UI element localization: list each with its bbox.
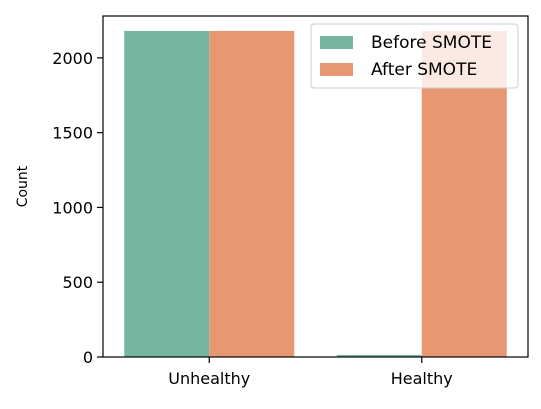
legend: Before SMOTE After SMOTE: [310, 23, 519, 89]
legend-label: Before SMOTE: [371, 33, 492, 53]
y-tick-label: 2000: [52, 49, 93, 68]
legend-label: After SMOTE: [371, 60, 477, 80]
axes-layer: 0 500 1000 1500 2000 Unhealthy Healthy Count: [15, 15, 529, 388]
legend-swatch: [320, 36, 353, 49]
bar-before-smote-unhealthy: [124, 30, 210, 357]
x-tick-label: Healthy: [391, 369, 453, 388]
bar-before-smote-healthy: [336, 354, 422, 357]
y-tick-label: 500: [62, 273, 93, 292]
y-tick-label: 1500: [52, 124, 93, 143]
y-tick-label: 1000: [52, 198, 93, 217]
plot-frame: [102, 15, 529, 358]
legend-box: [310, 23, 519, 89]
y-axis-label: Count: [15, 165, 31, 207]
legend-swatch: [320, 63, 353, 76]
bar-after-smote-unhealthy: [209, 30, 295, 357]
y-tick-label: 0: [83, 348, 93, 367]
x-tick-label: Unhealthy: [168, 369, 250, 388]
